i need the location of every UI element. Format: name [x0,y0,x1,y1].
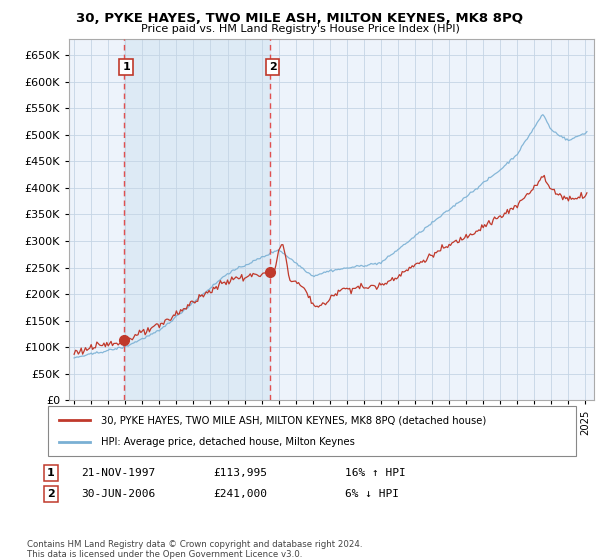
Text: £113,995: £113,995 [213,468,267,478]
Text: Price paid vs. HM Land Registry's House Price Index (HPI): Price paid vs. HM Land Registry's House … [140,24,460,34]
Text: 30-JUN-2006: 30-JUN-2006 [81,489,155,499]
Text: 21-NOV-1997: 21-NOV-1997 [81,468,155,478]
Text: 2: 2 [47,489,55,499]
Bar [124,39,270,400]
Text: 16% ↑ HPI: 16% ↑ HPI [345,468,406,478]
Text: £241,000: £241,000 [213,489,267,499]
FancyBboxPatch shape [48,406,576,456]
Text: 1: 1 [122,62,130,72]
Text: Contains HM Land Registry data © Crown copyright and database right 2024.
This d: Contains HM Land Registry data © Crown c… [27,540,362,559]
Text: 1: 1 [47,468,55,478]
Text: 30, PYKE HAYES, TWO MILE ASH, MILTON KEYNES, MK8 8PQ (detached house): 30, PYKE HAYES, TWO MILE ASH, MILTON KEY… [101,415,486,425]
Text: 6% ↓ HPI: 6% ↓ HPI [345,489,399,499]
Text: 30, PYKE HAYES, TWO MILE ASH, MILTON KEYNES, MK8 8PQ: 30, PYKE HAYES, TWO MILE ASH, MILTON KEY… [77,12,523,25]
Text: HPI: Average price, detached house, Milton Keynes: HPI: Average price, detached house, Milt… [101,437,355,447]
Text: 2: 2 [269,62,277,72]
